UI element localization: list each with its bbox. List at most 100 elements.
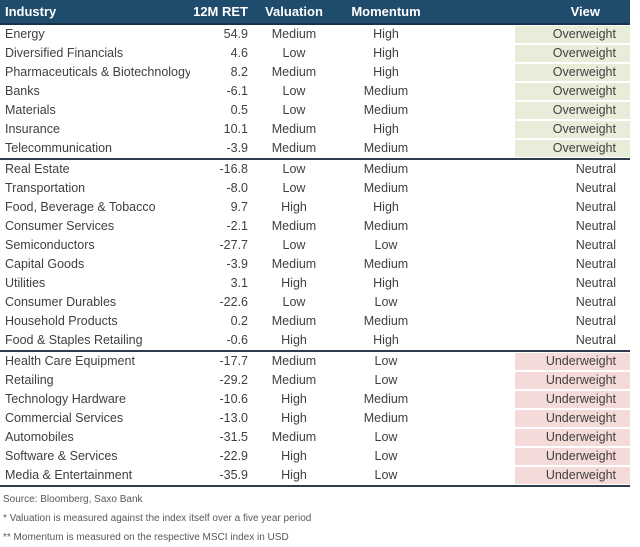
view-highlight: Neutral	[575, 238, 616, 252]
table-row: Automobiles -31.5 Medium Low Underweight	[0, 428, 630, 447]
view-cell: Overweight	[442, 63, 630, 82]
table-row: Commercial Services -13.0 High Medium Underw…	[0, 409, 630, 428]
view-highlight: Overweight	[515, 26, 630, 43]
table-row: Technology Hardware -10.6 High Medium Underw…	[0, 390, 630, 409]
view-highlight: Neutral	[575, 314, 616, 328]
momentum-cell: Medium	[363, 103, 409, 117]
industry-cell: Retailing	[5, 373, 54, 387]
table-row: Transportation -8.0 Low Medium Neutral	[0, 179, 630, 198]
view-highlight: Overweight	[515, 140, 630, 157]
valuation-cell: Low	[282, 238, 306, 252]
view-cell: Neutral	[442, 158, 630, 179]
momentum-cell: High	[373, 122, 399, 136]
ret-cell: -3.9	[226, 257, 248, 271]
view-cell: Underweight	[442, 371, 630, 390]
view-cell: Overweight	[442, 24, 630, 44]
view-highlight: Overweight	[515, 102, 630, 119]
valuation-cell: Medium	[271, 219, 317, 233]
view-highlight: Neutral	[575, 200, 616, 214]
view-highlight: Neutral	[575, 162, 616, 176]
momentum-note: ** Momentum is measured on the respectiv…	[3, 532, 289, 543]
momentum-cell: Medium	[363, 411, 409, 425]
view-highlight: Underweight	[515, 410, 630, 427]
industry-cell: Commercial Services	[5, 411, 124, 425]
industry-cell: Banks	[5, 84, 40, 98]
momentum-cell: High	[373, 333, 399, 347]
valuation-cell: Medium	[258, 350, 330, 371]
momentum-cell: Medium	[363, 181, 409, 195]
valuation-cell: Medium	[271, 122, 317, 136]
view-highlight: Overweight	[515, 83, 630, 100]
table-row: Food, Beverage & Tobacco 9.7 High High Neutr…	[0, 198, 630, 217]
view-highlight: Underweight	[515, 353, 630, 370]
table-header: Industry 12M RET Valuation Momentum View	[0, 0, 630, 25]
table-row: Utilities 3.1 High High Neutral	[0, 274, 630, 293]
momentum-cell: Low	[330, 350, 442, 371]
table-row: Semiconductors -27.7 Low Low Neutral	[0, 236, 630, 255]
momentum-cell: Low	[374, 238, 398, 252]
ret-cell: -22.9	[219, 449, 249, 463]
industry-cell: Pharmaceuticals & Biotechnology	[5, 65, 190, 79]
view-cell: Overweight	[442, 44, 630, 63]
view-highlight: Overweight	[515, 121, 630, 138]
valuation-cell: Low	[282, 84, 306, 98]
momentum-cell: High	[373, 65, 399, 79]
view-cell: Neutral	[442, 179, 630, 198]
view-highlight: Underweight	[515, 429, 630, 446]
industry-cell: Capital Goods	[5, 257, 85, 271]
momentum-cell: High	[373, 46, 399, 60]
section-overweight: Energy 54.9 Medium High Overweight Diversifie…	[0, 24, 630, 159]
source-note: Source: Bloomberg, Saxo Bank	[3, 494, 143, 505]
ret-cell: 4.6	[230, 46, 248, 60]
ret-cell: 54.9	[223, 27, 248, 41]
valuation-cell: Low	[282, 46, 306, 60]
view-highlight: Neutral	[575, 276, 616, 290]
column-header-view: View	[442, 0, 630, 25]
momentum-cell: Medium	[363, 257, 409, 271]
table-row: Real Estate -16.8 Low Medium Neutral	[0, 158, 630, 179]
valuation-note: * Valuation is measured against the inde…	[3, 513, 312, 524]
view-highlight: Neutral	[575, 257, 616, 271]
valuation-cell: High	[281, 200, 307, 214]
ret-cell: -2.1	[226, 219, 248, 233]
table-row: Consumer Services -2.1 Medium Medium Neutral	[0, 217, 630, 236]
view-cell: Underweight	[442, 466, 630, 487]
ret-cell: -8.0	[226, 181, 248, 195]
view-highlight: Underweight	[515, 467, 630, 484]
ret-cell: -10.6	[219, 392, 249, 406]
section-neutral: Real Estate -16.8 Low Medium Neutral Transpor…	[0, 158, 630, 351]
valuation-cell: Medium	[271, 27, 317, 41]
industry-cell: Transportation	[5, 181, 86, 195]
view-cell: Neutral	[442, 274, 630, 293]
view-cell: Underweight	[442, 390, 630, 409]
view-highlight: Neutral	[575, 219, 616, 233]
view-cell: Neutral	[442, 312, 630, 331]
momentum-cell: High	[373, 27, 399, 41]
table-row: Insurance 10.1 Medium High Overweight	[0, 120, 630, 139]
table-footnotes: Source: Bloomberg, Saxo Bank * Valuation…	[0, 487, 640, 547]
industry-cell: Food & Staples Retailing	[5, 333, 143, 347]
momentum-cell: Low	[330, 466, 442, 487]
ret-cell: -17.7	[190, 350, 258, 371]
industry-cell: Real Estate	[0, 158, 190, 179]
ret-cell: 0.5	[230, 103, 248, 117]
table-row: Consumer Durables -22.6 Low Low Neutral	[0, 293, 630, 312]
table-row: Materials 0.5 Low Medium Overweight	[0, 101, 630, 120]
valuation-cell: Medium	[271, 257, 317, 271]
view-cell: Underweight	[442, 428, 630, 447]
valuation-cell: High	[281, 392, 307, 406]
ret-cell: -35.9	[190, 466, 258, 487]
valuation-cell: Low	[282, 103, 306, 117]
view-cell: Neutral	[442, 198, 630, 217]
industry-cell: Materials	[5, 103, 56, 117]
momentum-cell: Medium	[330, 158, 442, 179]
industry-cell: Diversified Financials	[5, 46, 124, 60]
valuation-cell: Medium	[271, 141, 317, 155]
table-row: Media & Entertainment -35.9 High Low Underwe…	[0, 466, 630, 487]
valuation-cell: Low	[282, 181, 306, 195]
valuation-cell: Medium	[271, 373, 317, 387]
momentum-cell: High	[373, 200, 399, 214]
valuation-cell: High	[281, 333, 307, 347]
view-highlight: Neutral	[575, 295, 616, 309]
valuation-cell: High	[258, 466, 330, 487]
